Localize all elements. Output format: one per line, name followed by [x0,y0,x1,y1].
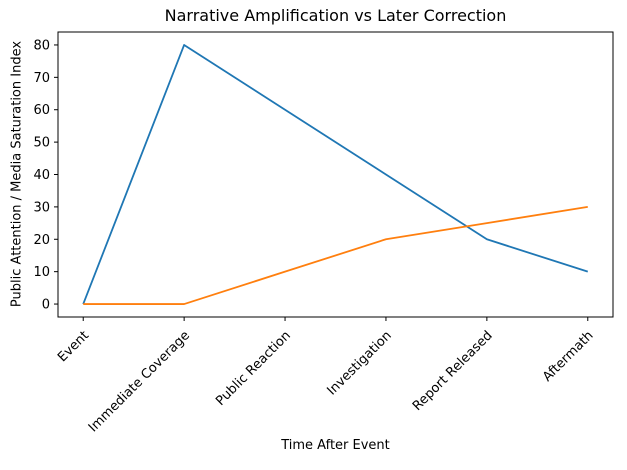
x-axis-label: Time After Event [281,438,390,453]
y-tick-label: 10 [33,265,50,280]
y-tick-label: 80 [33,38,50,53]
y-tick-label: 40 [33,168,50,183]
chart-title: Narrative Amplification vs Later Correct… [164,6,507,25]
later-correction-line [83,205,588,305]
y-tick-label: 30 [33,200,50,215]
y-tick-label: 60 [33,103,50,118]
narrative-amplification-line [82,44,589,305]
x-tick-label: Immediate Coverage [86,328,193,435]
x-tick-label: Public Reaction [213,328,294,409]
x-tick-label: Report Released [410,328,496,414]
y-tick-label: 0 [42,298,50,313]
y-tick-label: 70 [33,71,50,86]
y-tick-label: 20 [33,233,50,248]
x-tick-label: Event [55,328,92,365]
y-tick-label: 50 [33,136,50,151]
x-tick-label: Investigation [325,328,395,398]
plot-frame [57,31,614,318]
x-tick-label: Aftermath [540,328,597,385]
